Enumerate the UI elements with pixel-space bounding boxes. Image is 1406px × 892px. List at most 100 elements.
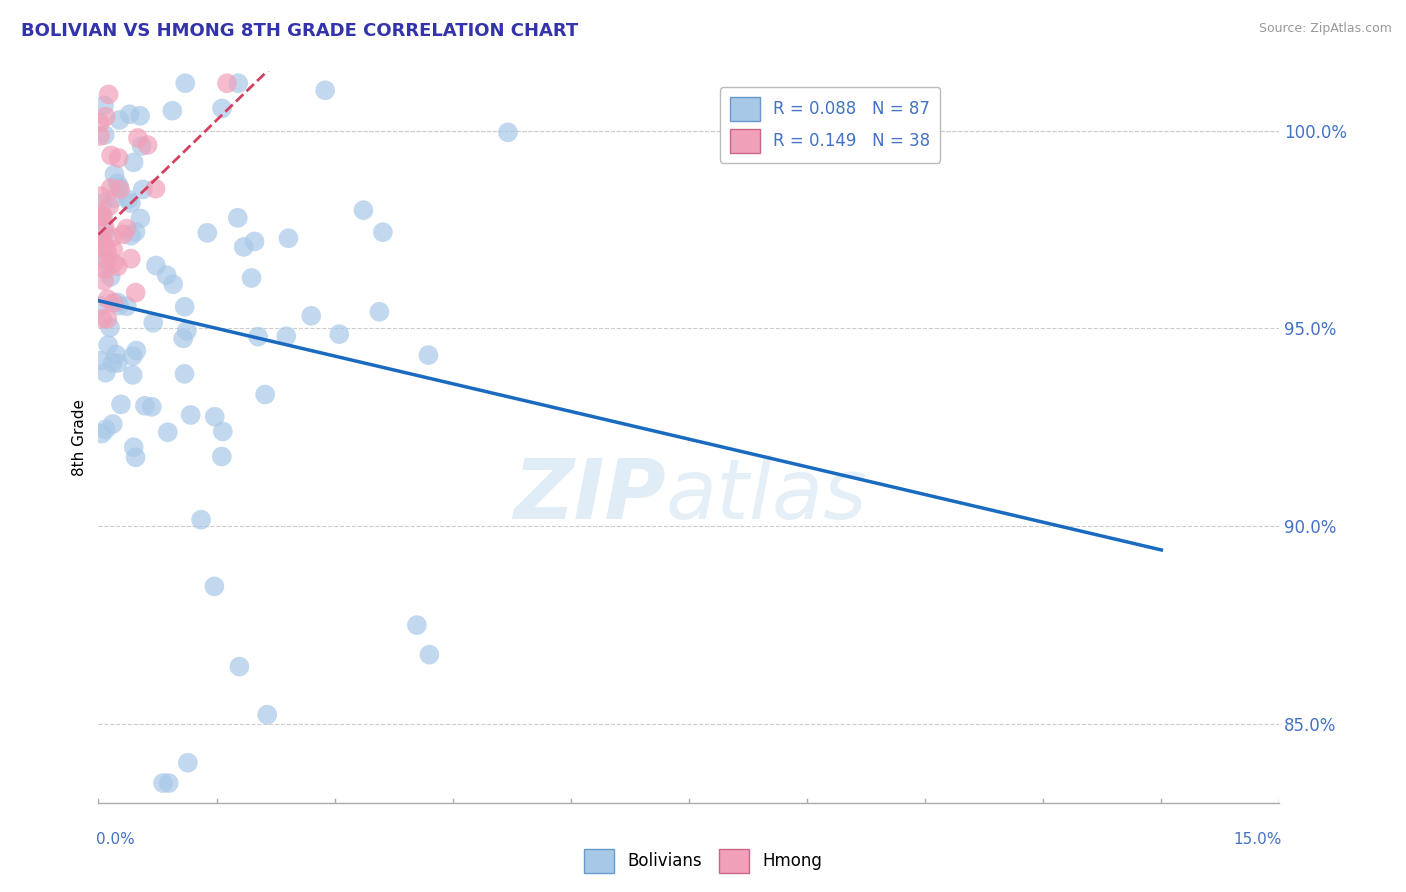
Point [211,102,233,116]
Point [110,397,132,411]
Point [157,776,180,790]
Point [124,225,146,239]
Point [89,116,111,130]
Point [496,125,519,139]
Point [247,329,270,343]
Point [152,776,174,790]
Point [93,256,115,270]
Point [177,756,200,770]
Point [124,450,146,465]
Point [180,408,202,422]
Point [91,209,114,223]
Point [97,87,120,102]
Point [176,324,198,338]
Point [94,262,117,277]
Point [127,131,149,145]
Point [131,139,153,153]
Point [162,277,184,292]
Point [103,296,125,310]
Point [90,426,112,441]
Point [91,311,114,326]
Point [129,109,152,123]
Point [89,210,111,224]
Point [108,113,131,128]
Point [254,387,277,401]
Legend: R = 0.088   N = 87, R = 0.149   N = 38: R = 0.088 N = 87, R = 0.149 N = 38 [720,87,941,162]
Point [94,219,117,234]
Point [91,196,114,211]
Point [368,305,391,319]
Point [277,231,299,245]
Text: 15.0%: 15.0% [1233,832,1282,847]
Point [162,103,184,118]
Point [314,83,336,97]
Text: atlas: atlas [665,455,868,536]
Point [101,230,124,244]
Point [94,366,117,380]
Point [120,252,142,266]
Point [100,148,122,162]
Point [103,243,125,257]
Point [93,98,115,112]
Point [120,228,142,243]
Point [96,245,118,260]
Point [108,299,131,313]
Point [136,138,159,153]
Point [190,513,212,527]
Point [371,225,394,239]
Text: ZIP: ZIP [513,455,665,536]
Point [98,320,121,334]
Y-axis label: 8th Grade: 8th Grade [72,399,87,475]
Point [89,299,111,313]
Point [215,76,238,90]
Point [226,76,249,90]
Point [101,356,124,370]
Point [276,329,298,343]
Point [418,348,440,362]
Point [353,203,375,218]
Point [418,648,440,662]
Point [94,110,117,124]
Point [121,349,143,363]
Point [129,211,152,226]
Point [90,189,112,203]
Point [93,225,115,239]
Point [132,182,155,196]
Point [103,167,125,181]
Point [211,425,233,439]
Point [145,259,167,273]
Point [96,312,118,326]
Point [118,107,141,121]
Point [211,450,233,464]
Point [91,209,114,223]
Point [156,425,179,440]
Point [195,226,218,240]
Point [90,210,112,224]
Point [107,151,129,165]
Text: 0.0%: 0.0% [96,832,135,847]
Point [117,193,139,207]
Point [89,353,111,368]
Point [240,271,263,285]
Point [89,128,111,143]
Point [122,155,145,169]
Point [243,235,266,249]
Point [91,237,114,252]
Point [202,579,225,593]
Point [105,176,128,190]
Point [100,269,122,284]
Point [98,199,121,213]
Point [328,327,350,342]
Point [108,182,131,196]
Point [90,208,112,222]
Point [173,367,195,381]
Text: BOLIVIAN VS HMONG 8TH GRADE CORRELATION CHART: BOLIVIAN VS HMONG 8TH GRADE CORRELATION … [21,22,578,40]
Point [96,253,118,268]
Point [299,309,322,323]
Point [97,292,120,306]
Point [105,347,128,361]
Point [228,659,250,673]
Point [121,368,143,382]
Point [97,338,120,352]
Legend: Bolivians, Hmong: Bolivians, Hmong [578,842,828,880]
